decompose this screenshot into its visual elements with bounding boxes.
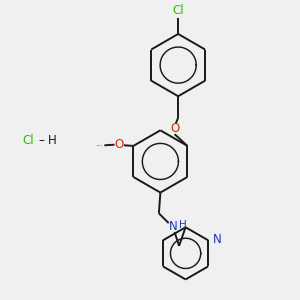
Text: N: N bbox=[213, 233, 222, 246]
Text: H: H bbox=[48, 134, 56, 147]
Text: methoxy: methoxy bbox=[97, 145, 103, 146]
Text: O: O bbox=[115, 138, 124, 151]
Text: N: N bbox=[169, 220, 178, 233]
Text: H: H bbox=[179, 220, 187, 230]
Text: –: – bbox=[39, 134, 45, 147]
Text: Cl: Cl bbox=[22, 134, 34, 147]
Text: O: O bbox=[171, 122, 180, 135]
Text: Cl: Cl bbox=[172, 4, 184, 17]
